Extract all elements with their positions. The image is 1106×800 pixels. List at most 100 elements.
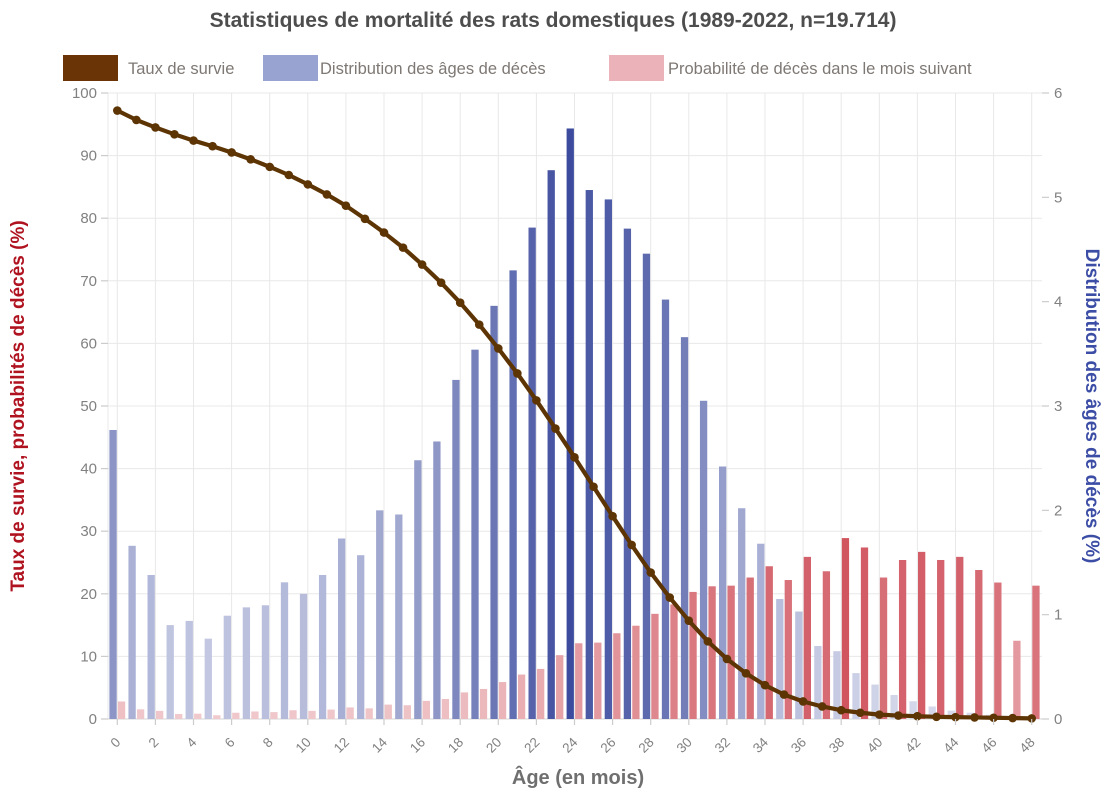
right-tick-label: 4	[1054, 294, 1062, 311]
bar-death-probability	[384, 704, 392, 719]
survival-point	[970, 713, 979, 722]
bar-age-distribution	[452, 379, 460, 719]
survival-point	[913, 711, 922, 721]
bar-death-probability	[956, 556, 964, 719]
chart-title: Statistiques de mortalité des rats domes…	[210, 9, 897, 32]
bar-death-probability	[879, 577, 888, 719]
survival-point	[151, 123, 160, 132]
bar-age-distribution	[890, 695, 898, 719]
left-tick-label: 50	[80, 398, 97, 415]
bar-age-distribution	[661, 299, 670, 719]
bar-age-distribution	[509, 270, 517, 719]
left-tick-label: 40	[80, 461, 97, 478]
right-axis-label: Distribution des âges de décès (%)	[1081, 249, 1102, 564]
bar-age-distribution	[947, 710, 955, 719]
bar-age-distribution	[719, 466, 727, 719]
bar-death-probability	[213, 715, 221, 719]
bar-death-probability	[403, 705, 411, 719]
survival-point	[741, 669, 751, 678]
bar-death-probability	[803, 556, 811, 719]
left-tick-label: 100	[72, 85, 97, 102]
bar-age-distribution	[109, 429, 117, 719]
bar-death-probability	[136, 709, 145, 719]
survival-point	[1008, 713, 1017, 723]
bar-death-probability	[289, 710, 297, 719]
bar-death-probability	[1032, 585, 1040, 719]
x-tick-label: 0	[108, 735, 124, 751]
bar-age-distribution	[566, 128, 574, 719]
bar-age-distribution	[623, 228, 632, 719]
survival-point	[817, 702, 827, 711]
survival-point	[932, 712, 941, 722]
legend-label-2: Probabilité de décès dans le mois suivan…	[668, 60, 972, 78]
bar-death-probability	[194, 713, 202, 719]
bar-age-distribution	[871, 684, 879, 719]
bar-death-probability	[517, 674, 526, 719]
bar-age-distribution	[795, 611, 803, 719]
bar-death-probability	[270, 712, 278, 719]
survival-point	[360, 214, 370, 224]
bar-age-distribution	[909, 701, 917, 719]
bar-age-distribution	[490, 305, 498, 719]
bar-death-probability	[689, 591, 697, 719]
bar-death-probability	[117, 701, 126, 719]
survival-point	[760, 680, 770, 690]
x-tick-label: 4	[184, 734, 200, 750]
bar-death-probability	[765, 566, 773, 719]
survival-point	[284, 170, 294, 180]
bar-death-probability	[422, 700, 430, 719]
bar-age-distribution	[299, 593, 308, 719]
survival-line	[113, 106, 1036, 723]
legend-label-0: Taux de survie	[128, 60, 234, 78]
right-tick-label: 2	[1054, 502, 1062, 519]
bar-death-probability	[156, 710, 164, 719]
survival-point	[627, 540, 636, 550]
bar-death-probability	[479, 688, 488, 719]
survival-point	[322, 190, 332, 199]
x-tick-label: 48	[1017, 735, 1038, 756]
survival-point	[341, 201, 351, 210]
bar-age-distribution	[280, 582, 289, 719]
survival-point	[589, 482, 598, 492]
bar-age-distribution	[357, 555, 365, 719]
x-tick-label: 16	[407, 735, 428, 756]
survival-point	[551, 424, 560, 433]
survival-point	[875, 710, 884, 719]
bar-age-distribution	[738, 508, 746, 719]
bar-death-probability	[708, 586, 716, 719]
left-tick-label: 90	[80, 148, 97, 165]
bar-age-distribution	[680, 337, 689, 719]
bar-death-probability	[937, 559, 945, 719]
survival-point	[608, 511, 617, 521]
x-tick-label: 28	[636, 735, 657, 756]
survival-point	[894, 711, 903, 720]
survival-point	[113, 106, 122, 115]
bar-age-distribution	[128, 545, 136, 719]
right-tick-label: 5	[1054, 189, 1062, 206]
bar-death-probability	[746, 577, 754, 719]
x-tick-label: 8	[260, 735, 276, 751]
survival-point	[379, 228, 389, 237]
left-tick-label: 0	[89, 711, 97, 728]
bar-age-distribution	[852, 673, 860, 719]
bar-age-distribution	[185, 620, 193, 719]
bar-age-distribution	[395, 514, 403, 719]
left-tick-label: 10	[80, 648, 97, 665]
bar-age-distribution	[318, 575, 327, 719]
left-axis-label: Taux de survie, probabilités de décès (%…	[8, 220, 29, 591]
x-tick-label: 2	[146, 735, 162, 751]
survival-point	[265, 162, 275, 172]
bar-death-probability	[975, 570, 983, 719]
survival-point	[170, 130, 179, 139]
bar-age-distribution	[414, 460, 422, 719]
x-tick-label: 40	[864, 735, 885, 756]
bar-death-probability	[175, 713, 183, 719]
survival-point	[455, 298, 465, 308]
x-tick-label: 24	[559, 734, 581, 756]
bar-death-probability	[232, 712, 240, 719]
bar-death-probability	[822, 571, 831, 719]
survival-point	[684, 616, 694, 626]
survival-point	[1027, 714, 1036, 723]
survival-point	[798, 697, 808, 706]
bar-age-distribution	[814, 645, 822, 719]
